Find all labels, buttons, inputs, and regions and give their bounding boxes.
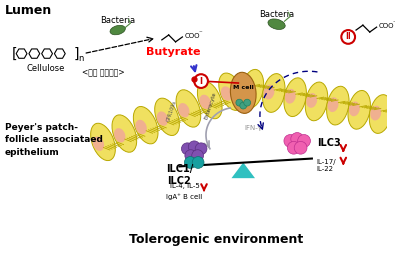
- Circle shape: [341, 30, 355, 44]
- Text: ⁻: ⁻: [198, 30, 202, 36]
- Text: IFN-γ: IFN-γ: [244, 125, 262, 131]
- Ellipse shape: [134, 106, 158, 144]
- Text: Peyer's patch-
follicle associataed
epithelium: Peyer's patch- follicle associataed epit…: [5, 123, 103, 157]
- Text: IL-4, IL-5: IL-4, IL-5: [169, 183, 199, 189]
- Ellipse shape: [327, 86, 349, 125]
- Circle shape: [194, 74, 208, 88]
- Ellipse shape: [285, 89, 296, 104]
- Text: II: II: [345, 33, 351, 41]
- Circle shape: [181, 143, 193, 155]
- Text: ]: ]: [73, 47, 79, 61]
- Ellipse shape: [327, 97, 339, 112]
- Text: ILC1/
ILC2: ILC1/ ILC2: [166, 164, 193, 186]
- Circle shape: [288, 141, 300, 154]
- Ellipse shape: [349, 102, 360, 116]
- Ellipse shape: [219, 73, 243, 110]
- Ellipse shape: [135, 120, 147, 134]
- Ellipse shape: [263, 85, 275, 99]
- Text: Cellulose: Cellulose: [27, 64, 65, 73]
- Ellipse shape: [242, 81, 253, 95]
- Circle shape: [184, 157, 196, 168]
- Ellipse shape: [157, 112, 168, 126]
- Text: Bacteria: Bacteria: [259, 10, 294, 19]
- Circle shape: [291, 133, 304, 145]
- Ellipse shape: [370, 106, 381, 120]
- Ellipse shape: [114, 128, 126, 142]
- Circle shape: [192, 150, 203, 162]
- Ellipse shape: [306, 93, 317, 108]
- Text: ILC3: ILC3: [317, 138, 340, 148]
- Text: Butyrate: Butyrate: [147, 47, 201, 57]
- Text: I: I: [199, 76, 203, 86]
- Ellipse shape: [93, 136, 104, 151]
- Ellipse shape: [198, 81, 222, 119]
- Circle shape: [240, 102, 246, 109]
- Ellipse shape: [241, 69, 264, 108]
- Text: IL-17/
IL-22: IL-17/ IL-22: [317, 158, 337, 171]
- Circle shape: [188, 141, 200, 153]
- Text: GPR109a: GPR109a: [166, 99, 177, 122]
- Ellipse shape: [199, 95, 211, 109]
- Ellipse shape: [284, 78, 307, 117]
- Circle shape: [192, 157, 204, 168]
- Text: Lumen: Lumen: [5, 4, 52, 17]
- Text: IgA⁺ B cell: IgA⁺ B cell: [166, 193, 203, 200]
- Text: <장내 대사산물>: <장내 대사산물>: [82, 69, 124, 78]
- Polygon shape: [231, 163, 255, 178]
- Text: ⁻: ⁻: [392, 20, 395, 26]
- Ellipse shape: [305, 82, 328, 121]
- Ellipse shape: [369, 95, 392, 133]
- Circle shape: [284, 135, 297, 147]
- Ellipse shape: [178, 103, 190, 117]
- Ellipse shape: [263, 74, 285, 112]
- Ellipse shape: [90, 123, 115, 161]
- Text: [: [: [12, 47, 17, 61]
- Ellipse shape: [110, 25, 125, 35]
- Text: M cell: M cell: [233, 85, 254, 90]
- Text: COO: COO: [184, 33, 200, 39]
- Ellipse shape: [112, 115, 137, 152]
- Ellipse shape: [221, 86, 232, 101]
- Text: Tolerogenic environment: Tolerogenic environment: [129, 233, 303, 246]
- Circle shape: [294, 141, 307, 154]
- Circle shape: [298, 135, 310, 147]
- Ellipse shape: [348, 90, 371, 129]
- Ellipse shape: [155, 98, 179, 135]
- Circle shape: [195, 143, 207, 155]
- Text: COO: COO: [378, 23, 394, 29]
- Ellipse shape: [268, 19, 285, 29]
- Ellipse shape: [230, 72, 256, 113]
- Circle shape: [236, 99, 243, 106]
- Text: Bacteria: Bacteria: [100, 16, 135, 25]
- Text: Enterocyte: Enterocyte: [204, 91, 218, 120]
- Text: n: n: [79, 54, 84, 63]
- Ellipse shape: [176, 90, 201, 127]
- Circle shape: [244, 99, 250, 106]
- Circle shape: [185, 150, 197, 162]
